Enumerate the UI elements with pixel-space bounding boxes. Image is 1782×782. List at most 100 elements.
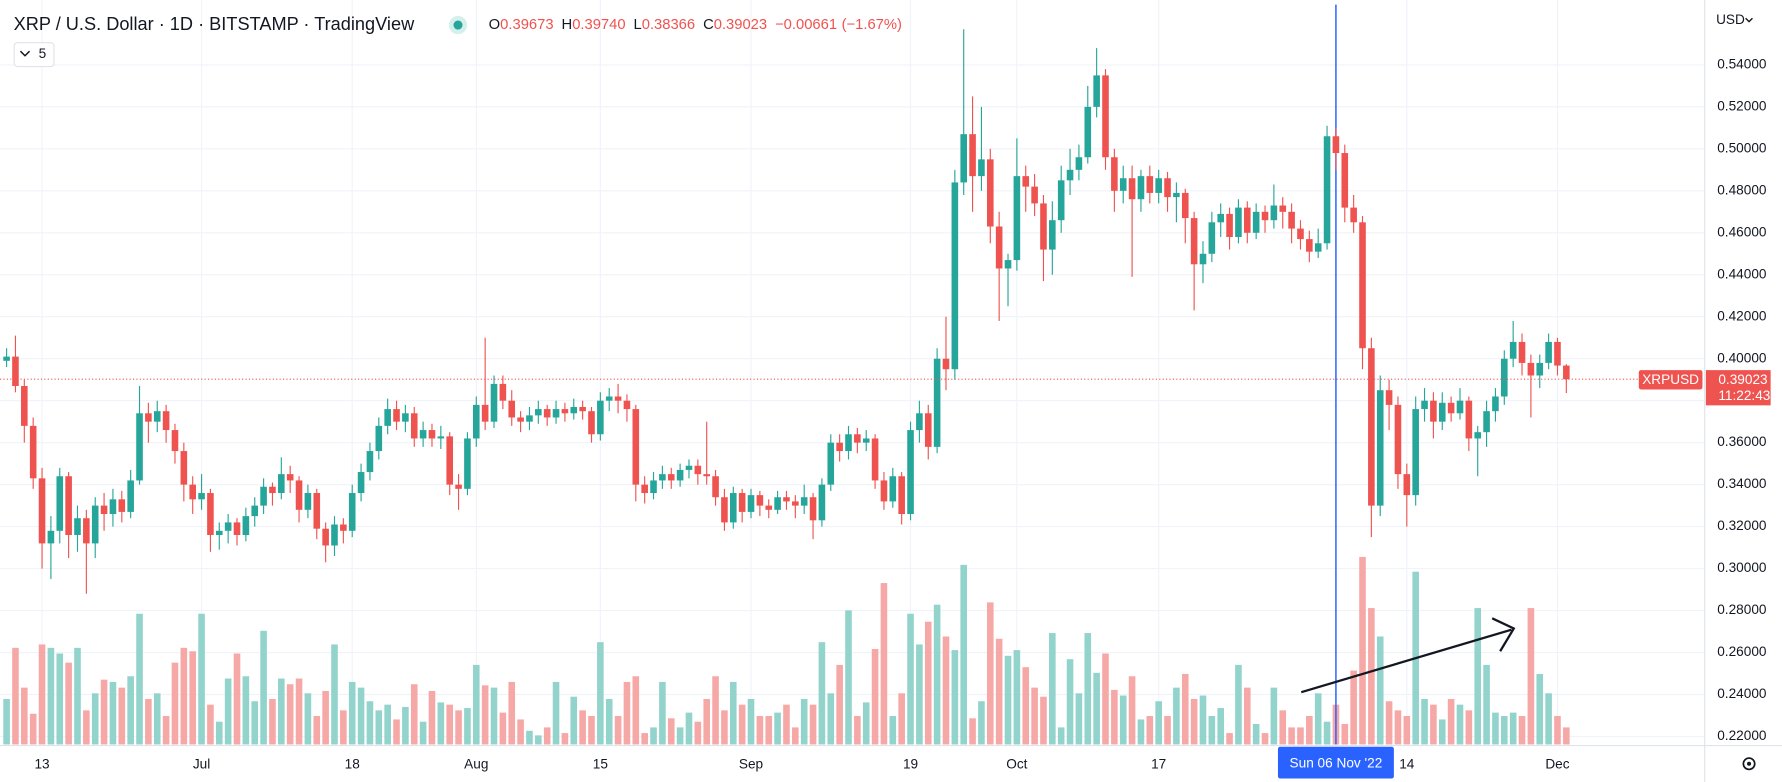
- candle-body: [1350, 207, 1357, 223]
- volume-bar: [464, 708, 471, 745]
- volume-bar: [597, 642, 604, 745]
- volume-bar: [729, 681, 737, 745]
- candle-body: [313, 493, 321, 529]
- volume-bar: [924, 621, 932, 745]
- volume-bar: [1252, 723, 1260, 745]
- candle-body: [1563, 365, 1570, 380]
- volume-bar: [1261, 733, 1269, 745]
- volume-bar: [783, 704, 790, 745]
- volume-bar: [614, 716, 622, 745]
- candle-body: [1412, 409, 1419, 496]
- volume-bar: [29, 713, 37, 745]
- volume-bar: [145, 698, 152, 745]
- candle-body: [1288, 211, 1295, 229]
- volume-bar: [118, 687, 126, 745]
- candle-body: [1164, 178, 1171, 198]
- candle-body: [224, 522, 232, 531]
- volume-bar: [916, 644, 923, 745]
- volume-bar: [100, 679, 108, 745]
- volume-bar: [561, 733, 569, 745]
- candle-body: [198, 493, 205, 500]
- grid: [0, 0, 1705, 745]
- candle-body: [1235, 207, 1242, 237]
- candle-body: [969, 134, 976, 177]
- candle-body: [543, 409, 551, 418]
- volume-bar: [605, 698, 613, 745]
- candle-body: [676, 469, 684, 481]
- candle-body: [1421, 400, 1428, 410]
- volume-bar: [47, 647, 55, 745]
- ohlc-legend: O0.39673 H0.39740 L0.38366 C0.39023 −0.00661…: [489, 17, 902, 33]
- y-tick-label: 0.52000: [1717, 98, 1767, 113]
- volume-bar: [1545, 693, 1552, 745]
- indicator-toggle[interactable]: [13, 42, 55, 68]
- candle-body: [1075, 157, 1083, 170]
- candle-body: [933, 358, 941, 447]
- settings-icon[interactable]: [1742, 757, 1756, 771]
- volume-bar: [21, 687, 28, 745]
- candle-body: [437, 436, 445, 439]
- candle-body: [472, 404, 480, 439]
- candle-body: [862, 438, 870, 443]
- x-tick-label: 17: [1151, 756, 1166, 771]
- volume-bar: [1368, 608, 1375, 745]
- candle-body: [3, 356, 10, 361]
- candle-body: [1084, 106, 1092, 158]
- volume-bar: [862, 702, 870, 745]
- candle-body: [1031, 186, 1038, 204]
- trend-arrow[interactable]: [1300, 628, 1512, 694]
- x-tick-label: 18: [345, 756, 360, 771]
- volume-bar: [1527, 608, 1535, 745]
- candle-body: [570, 406, 578, 414]
- volume-bar: [1350, 670, 1357, 745]
- settings-icon-center: [1746, 761, 1752, 766]
- candle-body: [47, 530, 55, 544]
- candle-body: [446, 436, 453, 485]
- volume-bar: [1040, 696, 1047, 745]
- candle-body: [91, 505, 99, 544]
- candle-body: [951, 182, 959, 370]
- candle-body: [1022, 176, 1030, 187]
- volume-bar: [65, 662, 72, 745]
- candle-body: [357, 472, 365, 494]
- y-tick-label: 0.32000: [1717, 518, 1767, 533]
- volume-bar: [1146, 716, 1154, 745]
- y-tick-label: 0.22000: [1717, 728, 1767, 743]
- candle-body: [694, 465, 702, 475]
- volume-bar: [1235, 664, 1242, 745]
- candle-body: [1252, 211, 1260, 233]
- volume-bar: [437, 702, 445, 745]
- candle-body: [419, 430, 427, 439]
- volume-bar: [942, 636, 950, 745]
- legend-value: 0.39740: [572, 17, 625, 33]
- volume-bar: [978, 701, 985, 745]
- volume-bar: [304, 693, 312, 745]
- candle-body: [242, 516, 250, 535]
- candle-body: [960, 134, 968, 183]
- volume-bar: [951, 650, 959, 745]
- chevron: [19, 50, 31, 57]
- volume-bar: [1509, 712, 1517, 745]
- currency-label[interactable]: USD: [1716, 12, 1745, 27]
- candle-body: [1102, 75, 1109, 158]
- volume-bar: [428, 691, 436, 745]
- candle-body: [1323, 136, 1331, 244]
- volume-bar: [38, 644, 46, 745]
- candle-body: [712, 476, 719, 498]
- candle-body: [1057, 180, 1065, 221]
- candle-body: [765, 505, 773, 510]
- candle-body: [331, 524, 338, 546]
- volume-bar: [446, 704, 453, 745]
- candle-body: [348, 493, 356, 531]
- volume-bar: [508, 681, 516, 745]
- candle-body: [871, 438, 879, 481]
- candle-body: [1128, 178, 1136, 200]
- volume-bar: [242, 676, 250, 745]
- candle-body: [171, 430, 179, 452]
- candle-body: [1146, 176, 1154, 193]
- candle-body: [260, 486, 267, 506]
- candle-body: [1279, 205, 1287, 212]
